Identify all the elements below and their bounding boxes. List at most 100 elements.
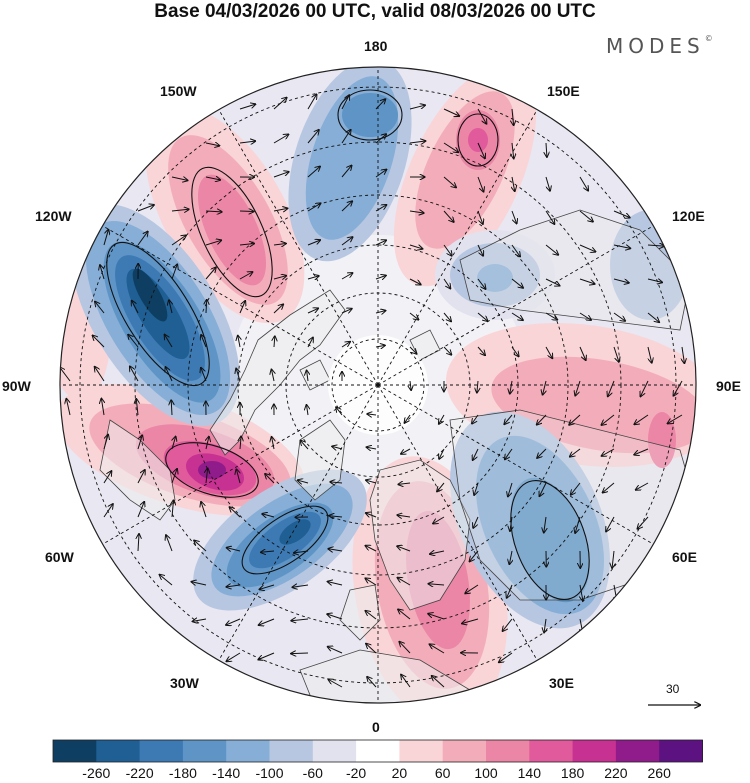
map-disc xyxy=(60,67,696,703)
wind-arrow xyxy=(641,380,649,396)
colorbar-tick-label: 100 xyxy=(474,765,498,781)
colorbar-swatch xyxy=(53,740,97,762)
wind-arrow xyxy=(545,312,557,320)
wind-arrow xyxy=(341,201,352,212)
wind-arrow xyxy=(293,585,309,587)
wind-arrow xyxy=(473,516,479,528)
wind-arrow xyxy=(397,515,411,517)
wind-arrow xyxy=(375,345,385,347)
wind-arrow xyxy=(103,504,113,518)
colorbar-swatch xyxy=(269,740,314,762)
wind-arrow xyxy=(227,548,241,551)
wind-arrow xyxy=(428,614,445,620)
wind-arrow xyxy=(273,276,286,279)
wind-arrow xyxy=(545,278,560,286)
wind-arrow xyxy=(366,513,377,517)
colorbar-swatch xyxy=(226,740,270,762)
wind-arrow xyxy=(201,335,207,348)
wind-arrow xyxy=(613,312,625,321)
wind-arrow xyxy=(103,435,108,450)
wind-arrow xyxy=(503,618,513,631)
wind-arrow xyxy=(430,551,445,554)
wind-arrow xyxy=(341,95,349,110)
wind-arrow xyxy=(307,276,319,279)
wind-arrow xyxy=(579,346,586,360)
wind-arrow xyxy=(545,176,550,191)
wind-arrow xyxy=(265,474,275,484)
wind-arrow xyxy=(341,130,351,144)
wind-arrow xyxy=(410,380,411,390)
wind-arrow xyxy=(137,205,154,212)
wind-arrow xyxy=(273,172,289,178)
wind-arrow xyxy=(291,653,309,654)
wind-arrow xyxy=(201,502,207,518)
wind-arrow xyxy=(205,211,222,212)
wind-arrow xyxy=(367,677,377,688)
wind-arrow xyxy=(366,480,377,483)
wind-arrow xyxy=(273,208,287,211)
wind-arrow xyxy=(509,550,512,564)
wind-arrow xyxy=(668,414,683,423)
wind-arrow xyxy=(443,346,451,355)
wind-arrow xyxy=(192,582,207,585)
wind-arrow xyxy=(579,244,595,252)
wind-arrow xyxy=(171,265,177,280)
wind-arrow xyxy=(201,368,207,382)
wind-arrow xyxy=(365,578,377,586)
wind-arrow xyxy=(580,584,583,601)
wind-arrow xyxy=(511,346,519,356)
wind-arrow xyxy=(544,618,546,632)
wind-arrow xyxy=(409,278,421,285)
wind-arrow xyxy=(307,203,321,212)
negative-anomaly-fields xyxy=(70,67,690,629)
wind-arrow xyxy=(398,483,411,484)
wind-arrow xyxy=(332,446,343,449)
wind-arrow xyxy=(647,245,664,246)
lon-label-30e: 30E xyxy=(549,675,574,691)
wind-arrow xyxy=(512,176,515,191)
wind-arrow xyxy=(571,482,581,495)
wind-arrow xyxy=(546,142,547,157)
wind-arrow xyxy=(579,278,595,284)
colorbar-swatch xyxy=(529,740,574,762)
wind-arrow xyxy=(172,500,174,518)
wind-arrow xyxy=(477,142,485,158)
contours xyxy=(106,89,590,601)
wind-arrow xyxy=(602,414,615,425)
wind-arrow xyxy=(291,619,309,621)
wind-arrow xyxy=(307,167,320,178)
wind-arrow xyxy=(375,134,386,144)
wind-arrow xyxy=(545,244,558,255)
wind-arrow xyxy=(477,346,485,355)
wind-arrow xyxy=(477,278,486,289)
colorbar xyxy=(52,739,703,763)
lon-label-120e: 120E xyxy=(672,208,705,224)
wind-arrow xyxy=(66,399,71,416)
wind-arrow xyxy=(165,335,173,348)
wind-arrow xyxy=(230,507,241,518)
wind-arrow xyxy=(505,448,513,459)
wind-arrow xyxy=(307,405,309,416)
wind-arrow xyxy=(375,99,385,110)
wind-arrow xyxy=(512,142,514,158)
colorbar-tick-label: 60 xyxy=(434,765,451,781)
wind-arrow xyxy=(169,300,172,314)
wind-arrow xyxy=(274,336,275,348)
wind-arrow xyxy=(160,575,173,586)
wind-arrow xyxy=(511,312,523,320)
colorbar-tick-label: 260 xyxy=(647,765,671,781)
wind-arrow xyxy=(510,516,512,531)
wind-arrow xyxy=(272,370,275,382)
wind-arrow xyxy=(537,448,547,458)
wind-arrow xyxy=(171,469,177,484)
wind-arrow xyxy=(443,312,451,321)
wind-arrow xyxy=(366,546,377,552)
wind-arrow xyxy=(239,104,255,110)
wind-arrow xyxy=(330,482,343,483)
wind-arrow xyxy=(443,244,452,256)
wind-arrow xyxy=(60,367,71,382)
wind-arrow xyxy=(375,311,385,313)
wind-arrow xyxy=(171,235,186,246)
wind-arrow xyxy=(397,546,411,552)
wind-arrow xyxy=(375,276,386,280)
